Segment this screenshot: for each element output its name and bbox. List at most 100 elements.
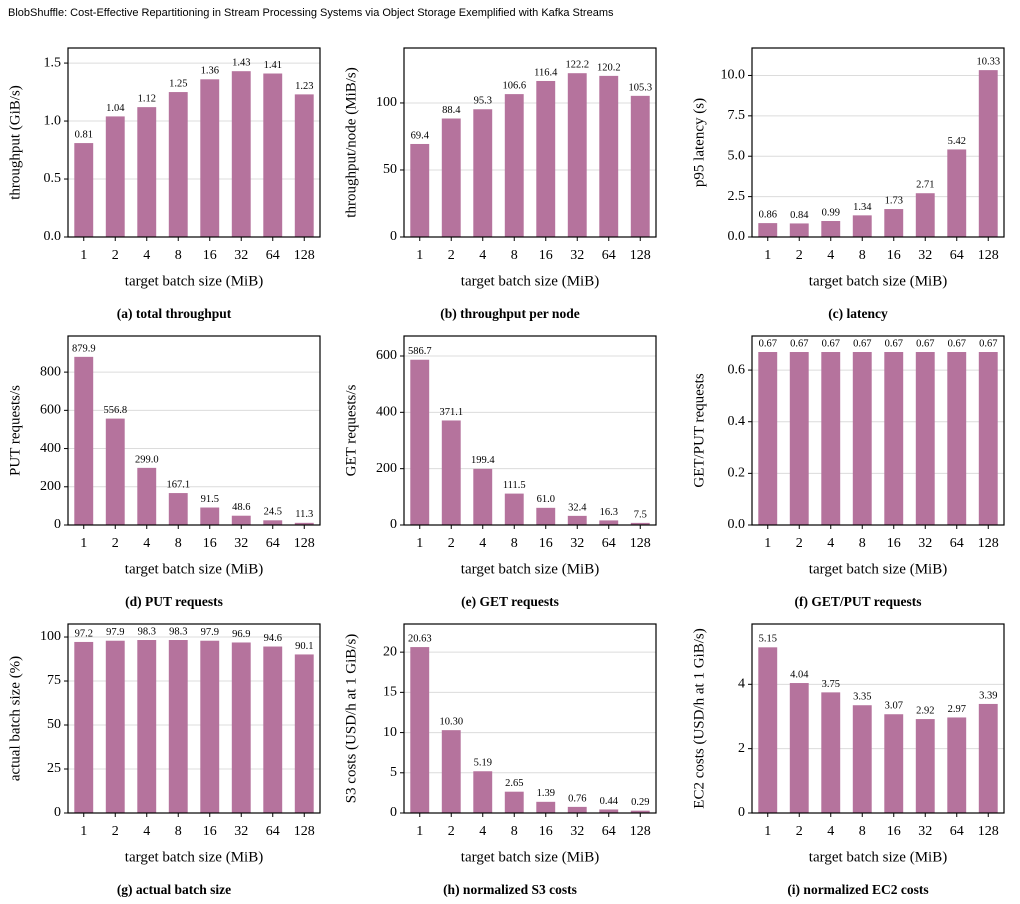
- y-tick-label: 10: [383, 725, 397, 740]
- caption: (b) throughput per node: [440, 306, 579, 321]
- y-axis-label: PUT requests/s: [7, 385, 23, 476]
- x-tick-label: 64: [266, 248, 280, 263]
- panel: 0 5 10 15 20 20.63 1 10.30 2 5.19 4 2.65 8 1.39 16 0.76…: [343, 623, 657, 897]
- value-label: 94.6: [264, 633, 282, 644]
- value-label: 0.99: [822, 207, 840, 218]
- value-label: 0.84: [790, 210, 809, 221]
- caption: (a) total throughput: [117, 306, 232, 321]
- x-tick-label: 8: [511, 248, 518, 263]
- panel: 0.0 0.5 1.0 1.5 0.81 1 1.04 2 1.12 4 1.25 8 1.36 16 1.…: [7, 47, 321, 321]
- value-label: 116.4: [534, 67, 558, 78]
- plot-frame: [751, 623, 1005, 814]
- value-label: 1.12: [138, 94, 156, 105]
- caption: (h) normalized S3 costs: [443, 882, 577, 897]
- y-tick-label: 5.0: [728, 148, 746, 163]
- value-label: 167.1: [166, 479, 190, 490]
- x-tick-label: 8: [511, 824, 518, 839]
- x-tick-label: 32: [570, 248, 584, 263]
- bar: [105, 640, 125, 813]
- x-tick-label: 1: [80, 536, 87, 551]
- value-label: 0.76: [568, 793, 586, 804]
- value-label: 98.3: [138, 626, 156, 637]
- bar: [200, 640, 220, 813]
- x-tick-label: 16: [887, 248, 901, 263]
- x-tick-label: 2: [448, 536, 455, 551]
- x-tick-label: 16: [887, 536, 901, 551]
- bar: [105, 418, 125, 525]
- value-label: 556.8: [103, 405, 127, 416]
- panel: 0 50 100 69.4 1 88.4 2 95.3 4 106.6 8 116.4 16 122.2 3…: [343, 47, 657, 321]
- bar: [441, 118, 461, 237]
- y-tick-label: 800: [40, 364, 61, 379]
- bar: [231, 71, 251, 237]
- x-tick-label: 1: [80, 824, 87, 839]
- x-tick-label: 2: [448, 248, 455, 263]
- plot-frame: [751, 335, 1005, 526]
- x-tick-label: 128: [630, 536, 651, 551]
- plot-frame: [751, 47, 1005, 238]
- caption: (d) PUT requests: [125, 594, 223, 609]
- value-label: 11.3: [295, 509, 313, 520]
- x-tick-label: 128: [978, 248, 999, 263]
- x-tick-label: 8: [175, 824, 182, 839]
- x-tick-label: 4: [143, 248, 150, 263]
- bar: [567, 806, 587, 813]
- value-label: 879.9: [72, 343, 96, 354]
- value-label: 1.73: [885, 195, 903, 206]
- plot-frame: [67, 47, 321, 238]
- bar: [947, 149, 967, 237]
- y-tick-label: 0.0: [44, 229, 62, 244]
- bar: [504, 791, 524, 813]
- y-tick-label: 2: [738, 741, 745, 756]
- bar: [978, 703, 998, 813]
- bar: [74, 356, 94, 525]
- plot-frame: [403, 623, 657, 814]
- panel: 0 200 400 600 586.7 1 371.1 2 199.4 4 111.5 8 61.0 16…: [343, 335, 657, 609]
- x-axis-label: target batch size (MiB): [809, 561, 947, 577]
- plot-frame: [403, 335, 657, 526]
- y-tick-label: 2.5: [728, 189, 746, 204]
- x-tick-label: 16: [887, 824, 901, 839]
- bar: [168, 640, 188, 813]
- x-tick-label: 2: [796, 248, 803, 263]
- value-label: 3.35: [853, 692, 871, 703]
- x-tick-label: 32: [918, 248, 932, 263]
- x-tick-label: 2: [112, 248, 119, 263]
- y-tick-label: 1.0: [44, 113, 62, 128]
- y-tick-label: 600: [40, 403, 61, 418]
- y-tick-label: 0: [390, 805, 397, 820]
- bar: [599, 520, 619, 525]
- bar: [294, 522, 314, 525]
- y-tick-label: 15: [383, 685, 397, 700]
- bar: [630, 95, 650, 237]
- caption: (f) GET/PUT requests: [794, 594, 921, 609]
- value-label: 1.23: [295, 81, 313, 92]
- x-axis-label: target batch size (MiB): [809, 849, 947, 865]
- value-label: 111.5: [503, 480, 526, 491]
- x-tick-label: 32: [570, 536, 584, 551]
- bar: [821, 692, 841, 813]
- bar: [410, 359, 430, 525]
- x-tick-label: 1: [764, 824, 771, 839]
- bar: [137, 107, 157, 237]
- x-tick-label: 64: [950, 248, 964, 263]
- value-label: 5.15: [759, 634, 777, 645]
- value-label: 3.39: [979, 690, 997, 701]
- value-label: 1.41: [264, 60, 282, 71]
- x-tick-label: 4: [479, 248, 486, 263]
- bar: [504, 493, 524, 525]
- x-tick-label: 32: [234, 248, 248, 263]
- value-label: 0.67: [790, 338, 808, 349]
- y-tick-label: 600: [376, 348, 397, 363]
- value-label: 88.4: [442, 105, 461, 116]
- bar: [978, 352, 998, 525]
- bar: [294, 94, 314, 237]
- x-tick-label: 1: [764, 248, 771, 263]
- x-tick-label: 16: [539, 248, 553, 263]
- bar: [884, 209, 904, 237]
- y-tick-label: 0: [390, 517, 397, 532]
- value-label: 2.92: [916, 705, 934, 716]
- x-tick-label: 2: [796, 824, 803, 839]
- bar: [852, 352, 872, 525]
